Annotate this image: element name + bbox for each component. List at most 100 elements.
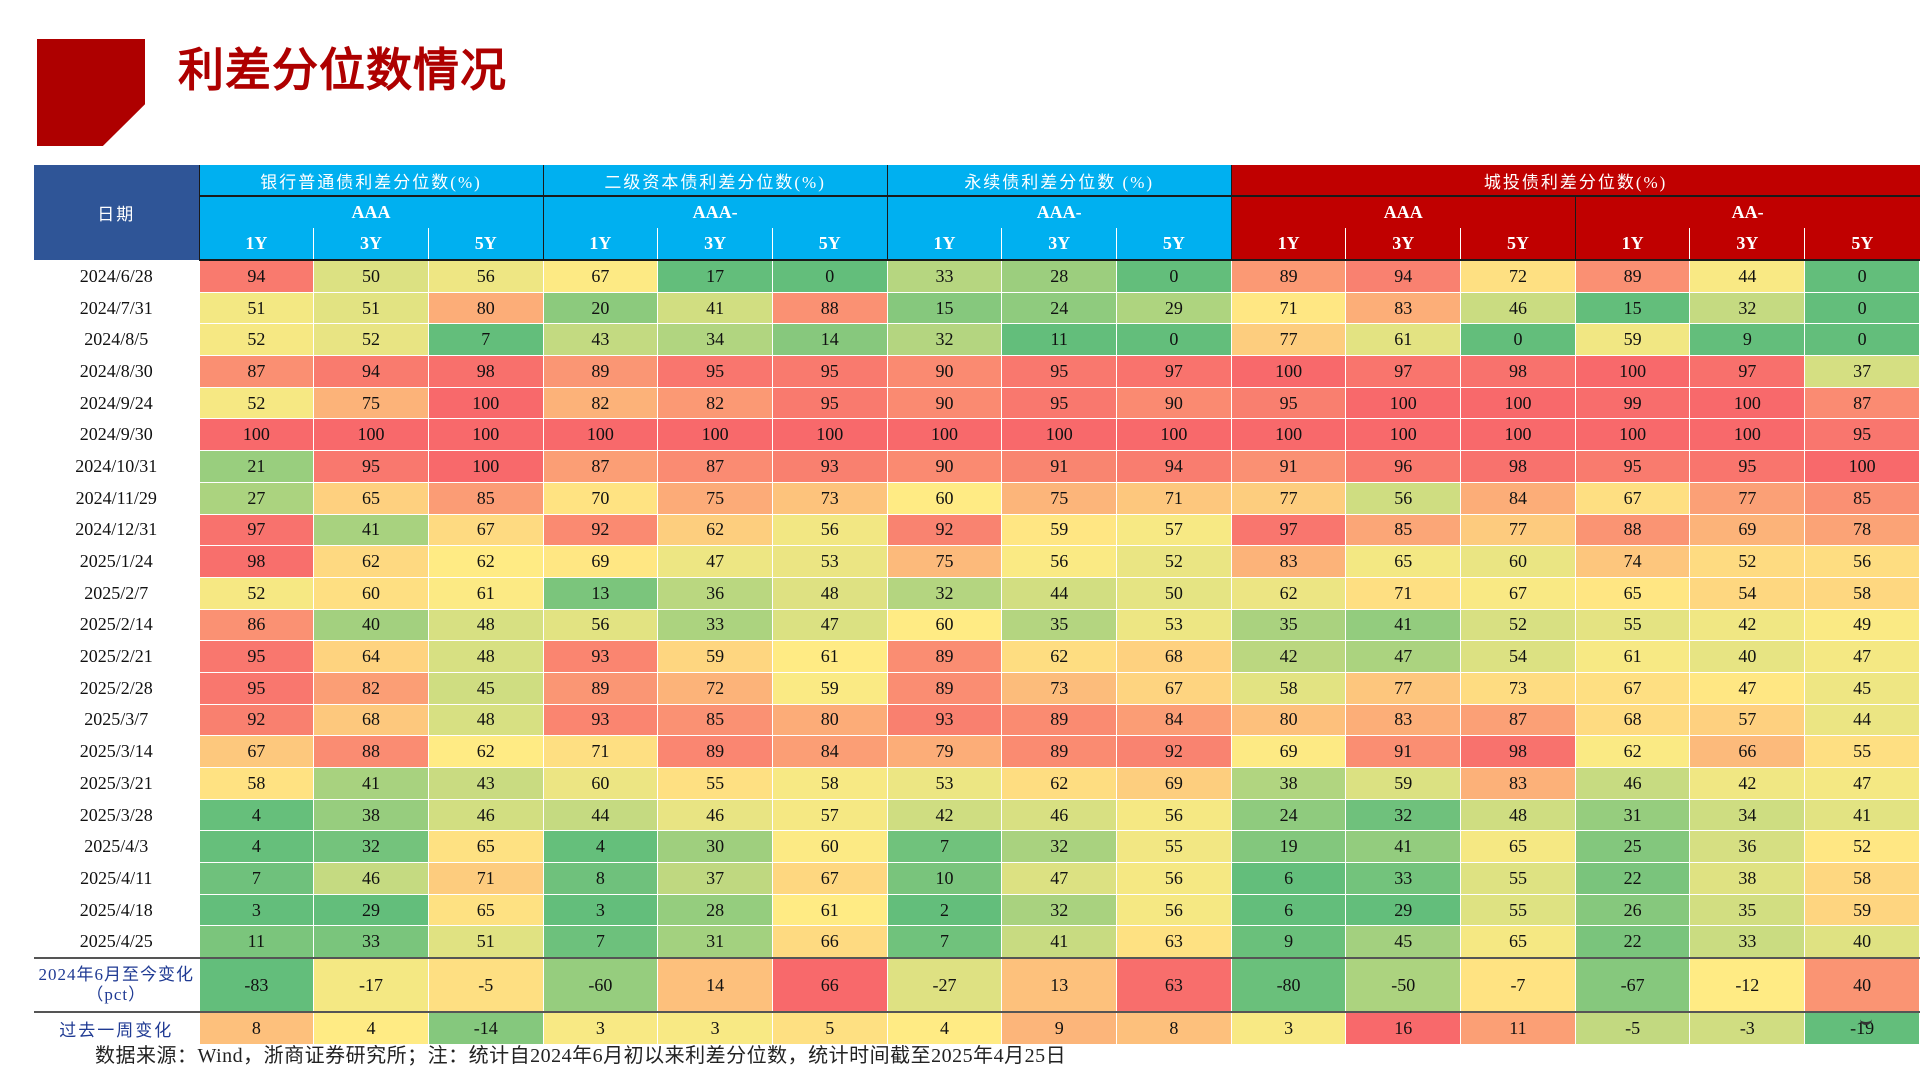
percentile-cell: 44 bbox=[1001, 576, 1118, 610]
weekly-change-cell: 8 bbox=[198, 1011, 315, 1045]
change-label-line2: （pct） bbox=[86, 985, 147, 1005]
percentile-cell: 97 bbox=[1230, 513, 1347, 547]
percentile-cell: 55 bbox=[1460, 862, 1576, 895]
percentile-cell: 32 bbox=[1345, 798, 1462, 832]
percentile-cell: 100 bbox=[1116, 418, 1232, 452]
percentile-cell: 41 bbox=[1345, 608, 1462, 642]
change-cell: -50 bbox=[1345, 957, 1462, 1013]
weekly-change-cell: 4 bbox=[886, 1011, 1003, 1045]
percentile-cell: 87 bbox=[198, 355, 315, 388]
percentile-cell: 50 bbox=[1116, 576, 1232, 610]
percentile-cell: 51 bbox=[198, 291, 315, 325]
percentile-cell: 95 bbox=[1804, 418, 1920, 452]
percentile-cell: 77 bbox=[1345, 671, 1462, 705]
percentile-cell: 95 bbox=[657, 355, 773, 388]
weekly-change-cell: 4 bbox=[313, 1011, 429, 1045]
percentile-cell: 67 bbox=[1116, 671, 1232, 705]
change-cell: -17 bbox=[313, 957, 429, 1013]
rating-header: AA- bbox=[1574, 195, 1920, 228]
percentile-cell: 51 bbox=[427, 925, 544, 959]
row-date: 2025/3/14 bbox=[34, 735, 199, 768]
percentile-cell: 52 bbox=[1116, 545, 1232, 578]
table-row: 2025/3/28 4 38 46 44 46 57 42 46 56 24 32 48 31 34 41 bbox=[34, 798, 1920, 832]
percentile-cell: 90 bbox=[886, 386, 1003, 420]
percentile-cell: 55 bbox=[1574, 608, 1691, 642]
percentile-cell: 24 bbox=[1230, 798, 1347, 832]
percentile-cell: 35 bbox=[1001, 608, 1118, 642]
group-header-perpetual: 永续债利差分位数 (%) bbox=[886, 165, 1232, 196]
tenor-header: 1Y bbox=[1230, 228, 1346, 261]
percentile-cell: 48 bbox=[427, 703, 544, 737]
percentile-cell: 100 bbox=[427, 418, 544, 452]
percentile-cell: 57 bbox=[1116, 513, 1232, 547]
group-header-bank-ordinary: 银行普通债利差分位数(%) bbox=[198, 165, 544, 196]
percentile-cell: 0 bbox=[771, 259, 888, 293]
percentile-cell: 32 bbox=[1689, 291, 1806, 325]
percentile-cell: 71 bbox=[1345, 576, 1462, 610]
table-row: 2024/11/29 27 65 85 70 75 73 60 75 71 77 56 84 67 77 85 bbox=[34, 481, 1920, 515]
percentile-cell: 69 bbox=[1689, 513, 1806, 547]
percentile-cell: 85 bbox=[427, 481, 544, 515]
percentile-cell: 100 bbox=[198, 418, 315, 452]
percentile-cell: 56 bbox=[427, 259, 544, 293]
percentile-cell: 55 bbox=[1804, 735, 1920, 768]
percentile-cell: 10 bbox=[886, 862, 1003, 895]
table-row: 2024/12/31 97 41 67 92 62 56 92 59 57 97 85 77 88 69 78 bbox=[34, 513, 1920, 547]
percentile-cell: 46 bbox=[657, 798, 773, 832]
table-row: 2025/2/28 95 82 45 89 72 59 89 73 67 58 77 73 67 47 45 bbox=[34, 671, 1920, 705]
table-row: 2024/9/30 100 100 100 100 100 100 100 100 100 100 1… bbox=[34, 418, 1920, 452]
percentile-cell: 61 bbox=[771, 640, 888, 673]
percentile-cell: 89 bbox=[1230, 259, 1347, 293]
percentile-cell: 92 bbox=[1116, 735, 1232, 768]
percentile-cell: 75 bbox=[313, 386, 429, 420]
percentile-cell: 64 bbox=[313, 640, 429, 673]
percentile-cell: 48 bbox=[771, 576, 888, 610]
source-note: 数据来源：Wind，浙商证券研究所；注：统计自2024年6月初以来利差分位数，统… bbox=[95, 1045, 1067, 1067]
percentile-cell: 15 bbox=[1574, 291, 1691, 325]
percentile-cell: 52 bbox=[198, 576, 315, 610]
percentile-cell: 65 bbox=[427, 830, 544, 864]
percentile-cell: 61 bbox=[771, 893, 888, 927]
percentile-cell: 87 bbox=[1804, 386, 1920, 420]
tenor-header: 1Y bbox=[542, 228, 658, 261]
percentile-cell: 99 bbox=[1574, 386, 1691, 420]
percentile-cell: 37 bbox=[1804, 355, 1920, 388]
row-date: 2025/3/21 bbox=[34, 767, 199, 800]
percentile-cell: 95 bbox=[313, 450, 429, 483]
change-cell: -60 bbox=[542, 957, 659, 1013]
percentile-cell: 98 bbox=[198, 545, 315, 578]
row-date: 2024/10/31 bbox=[34, 450, 199, 483]
percentile-cell: 71 bbox=[1116, 481, 1232, 515]
percentile-cell: 95 bbox=[1001, 355, 1118, 388]
table-row: 2025/4/25 11 33 51 7 31 66 7 41 63 9 45 65 22 33 40 bbox=[34, 925, 1920, 959]
percentile-cell: 59 bbox=[1574, 323, 1691, 357]
percentile-cell: 97 bbox=[1345, 355, 1462, 388]
percentile-cell: 38 bbox=[1230, 767, 1347, 800]
weekly-change-cell: 11 bbox=[1460, 1011, 1576, 1045]
percentile-cell: 91 bbox=[1345, 735, 1462, 768]
percentile-cell: 56 bbox=[1345, 481, 1462, 515]
percentile-cell: 44 bbox=[542, 798, 659, 832]
percentile-cell: 62 bbox=[1001, 767, 1118, 800]
percentile-cell: 100 bbox=[1689, 386, 1806, 420]
weekly-change-cell: 3 bbox=[1230, 1011, 1347, 1045]
weekly-change-cell: 16 bbox=[1345, 1011, 1462, 1045]
percentile-cell: 61 bbox=[427, 576, 544, 610]
percentile-cell: 61 bbox=[1345, 323, 1462, 357]
percentile-cell: 63 bbox=[1116, 925, 1232, 959]
percentile-cell: 89 bbox=[657, 735, 773, 768]
header-row-tenors: 1Y 3Y 5Y 1Y 3Y 5Y 1Y 3Y 5Y 1Y 3Y 5Y 1Y 3… bbox=[34, 228, 1920, 261]
change-cell: -5 bbox=[427, 957, 544, 1013]
row-date: 2025/3/7 bbox=[34, 704, 199, 736]
percentile-cell: 25 bbox=[1574, 830, 1691, 864]
row-date: 2025/4/25 bbox=[34, 925, 199, 959]
percentile-cell: 87 bbox=[657, 450, 773, 483]
percentile-cell: 83 bbox=[1345, 291, 1462, 325]
change-cell: -12 bbox=[1689, 957, 1806, 1013]
percentile-cell: 100 bbox=[1804, 450, 1920, 483]
percentile-cell: 66 bbox=[1689, 735, 1806, 768]
percentile-cell: 88 bbox=[771, 291, 888, 325]
percentile-cell: 73 bbox=[771, 481, 888, 515]
change-cell: 13 bbox=[1001, 957, 1118, 1013]
percentile-cell: 24 bbox=[1001, 291, 1118, 325]
